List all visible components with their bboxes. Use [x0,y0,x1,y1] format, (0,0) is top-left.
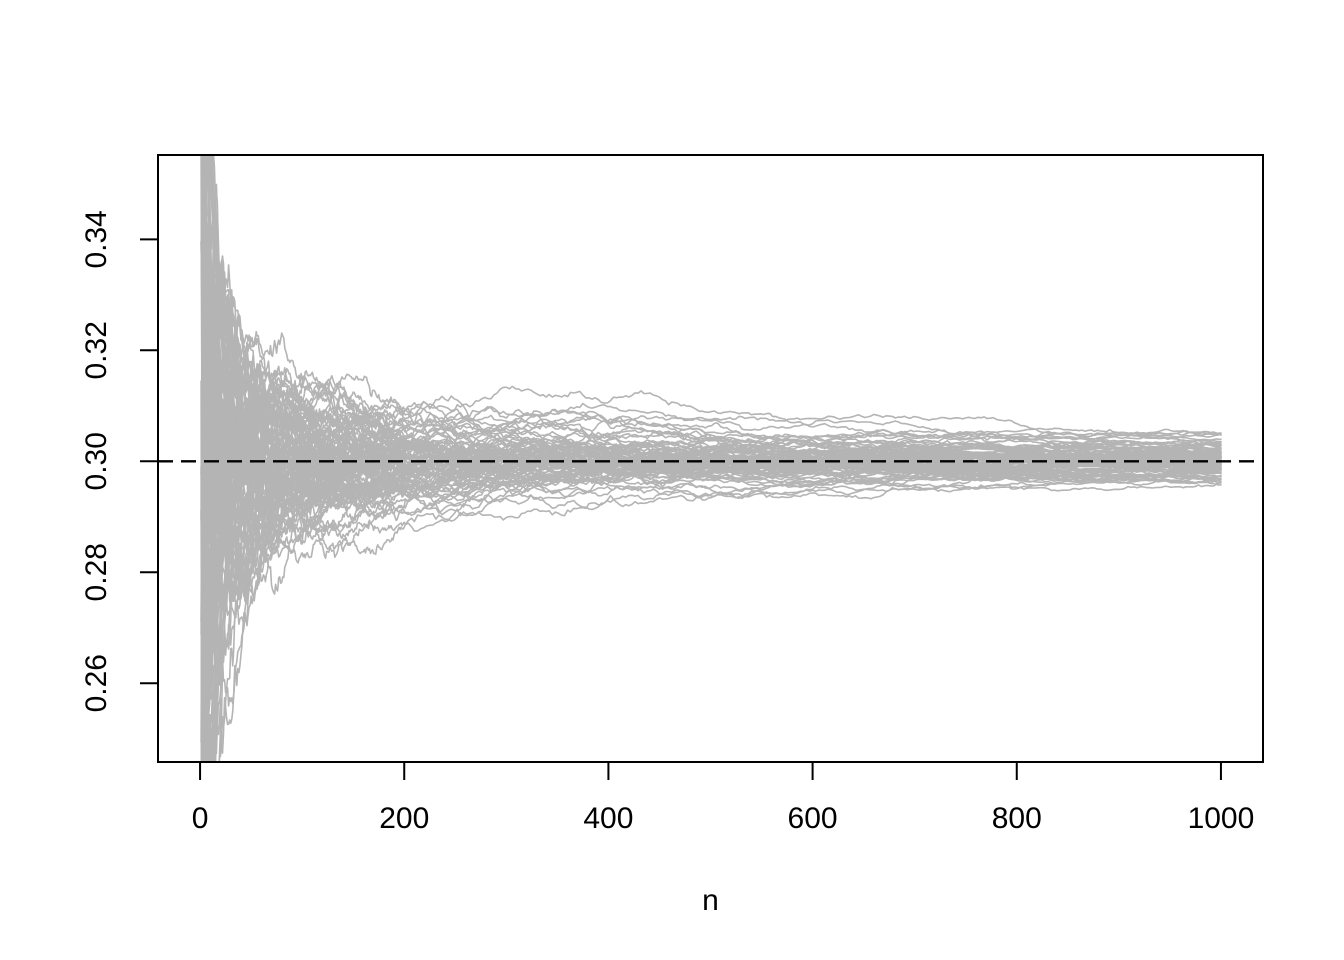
series-line [205,463,1222,762]
series-line [200,155,1222,537]
x-tick-label: 400 [583,802,633,835]
series-line [200,155,1222,520]
series-line [202,438,1222,762]
series-line [200,155,1222,652]
plot-border [157,154,1264,763]
y-tick-label: 0.32 [80,321,113,379]
y-tick-label: 0.30 [80,432,113,490]
x-tick-label: 1000 [1188,802,1255,835]
x-axis: 0 200 400 600 800 1000 [192,762,1255,835]
y-tick-label: 0.28 [80,543,113,601]
series-line [203,372,1222,762]
y-tick-label: 0.34 [80,210,113,268]
y-tick-label: 0.26 [80,654,113,712]
x-tick-label: 600 [788,802,838,835]
series-line [205,442,1222,762]
x-tick-label: 800 [992,802,1042,835]
series-line [201,294,1222,762]
series-line [212,155,1222,471]
x-tick-label: 200 [379,802,429,835]
x-axis-title: n [702,884,719,917]
series-line [202,155,1222,480]
series-lines [200,155,1222,762]
series-line [213,437,1222,762]
y-axis: 0.26 0.28 0.30 0.32 0.34 [80,210,158,712]
series-line [200,155,1222,565]
series-line [201,352,1222,762]
x-tick-label: 0 [192,802,209,835]
